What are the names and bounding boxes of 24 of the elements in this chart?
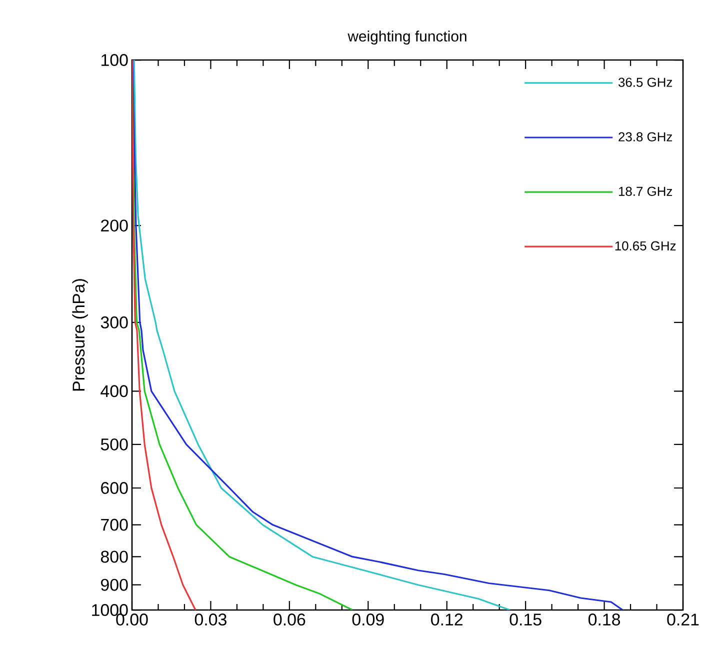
text: 10.65 GHz [615,241,676,250]
x-tick-label: 0.12 [431,614,462,626]
x-tick-label: 0.00 [116,614,148,626]
x-tick-label: 0.15 [510,614,542,626]
y-axis-title: Pressure (hPa) [72,279,88,391]
chart-title: weighting function [348,30,466,45]
y-tick-label: 600 [101,482,128,494]
y-tick-label: 200 [101,220,128,232]
text: 23.8 GHz [618,132,672,142]
y-tick-label: 1000 [92,604,128,616]
text: 18.7 GHz [618,186,672,196]
y-tick-label: 700 [101,518,128,531]
x-tick-label: 0.06 [274,614,306,626]
text: 36.5 GHz [618,78,672,87]
x-tick-label: 0.03 [194,614,226,626]
y-tick-label: 900 [101,578,128,591]
y-tick-label: 300 [100,316,128,328]
y-tick-label: 800 [100,550,128,563]
y-tick-label: 400 [100,385,128,398]
y-tick-label: 500 [100,438,128,450]
y-tick-label: 100 [102,54,128,66]
x-tick-label: 0.18 [588,614,620,626]
x-tick-label: 0.09 [352,614,384,626]
x-tick-label: 0.21 [667,614,699,626]
